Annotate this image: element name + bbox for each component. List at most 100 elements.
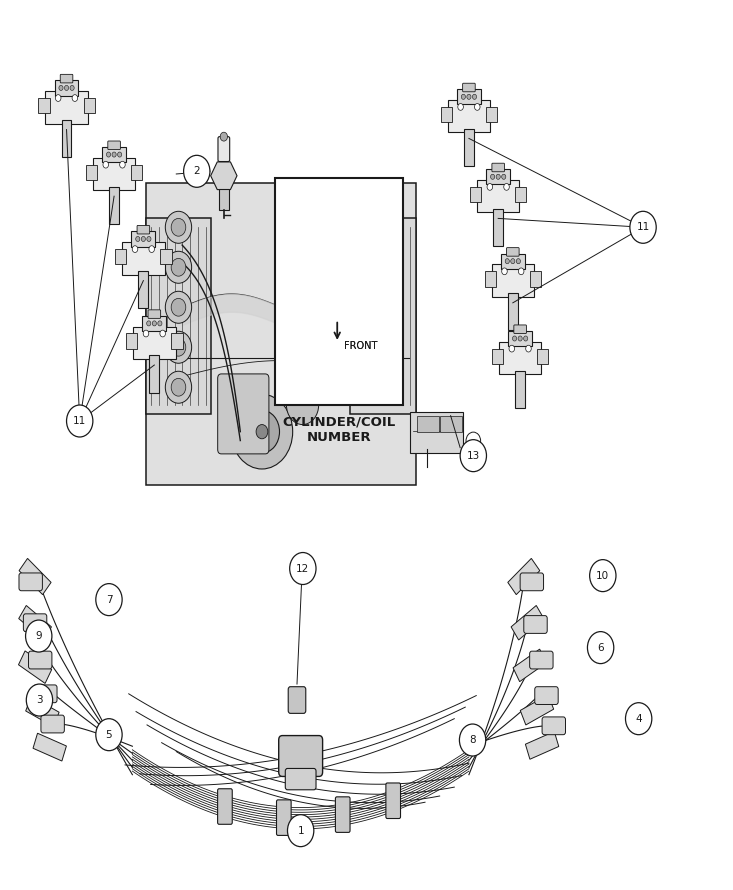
- Circle shape: [370, 331, 397, 363]
- Circle shape: [96, 584, 122, 616]
- FancyBboxPatch shape: [477, 180, 520, 213]
- FancyBboxPatch shape: [150, 355, 159, 392]
- Text: 1: 1: [298, 826, 304, 836]
- Circle shape: [26, 620, 52, 652]
- Circle shape: [370, 211, 397, 243]
- FancyBboxPatch shape: [492, 264, 534, 296]
- FancyBboxPatch shape: [218, 137, 229, 161]
- Circle shape: [166, 211, 191, 243]
- Circle shape: [256, 425, 268, 439]
- Circle shape: [244, 410, 279, 453]
- Circle shape: [103, 161, 108, 168]
- Text: 4: 4: [636, 714, 642, 724]
- Circle shape: [376, 258, 391, 276]
- FancyBboxPatch shape: [524, 616, 548, 634]
- Text: 4: 4: [292, 281, 299, 291]
- Circle shape: [505, 259, 509, 263]
- FancyBboxPatch shape: [279, 735, 323, 776]
- FancyBboxPatch shape: [492, 349, 503, 364]
- Circle shape: [370, 291, 397, 323]
- Circle shape: [112, 152, 116, 158]
- Circle shape: [279, 309, 312, 348]
- Circle shape: [183, 156, 210, 187]
- FancyBboxPatch shape: [86, 165, 97, 180]
- FancyBboxPatch shape: [172, 334, 183, 349]
- FancyBboxPatch shape: [485, 271, 496, 287]
- FancyBboxPatch shape: [275, 178, 403, 405]
- FancyBboxPatch shape: [126, 334, 137, 349]
- Circle shape: [504, 183, 509, 190]
- Circle shape: [526, 345, 531, 352]
- Circle shape: [362, 181, 394, 220]
- Circle shape: [67, 405, 93, 437]
- FancyBboxPatch shape: [146, 218, 211, 414]
- FancyBboxPatch shape: [84, 98, 95, 113]
- FancyBboxPatch shape: [508, 293, 517, 330]
- Circle shape: [117, 152, 122, 158]
- Text: 6: 6: [292, 239, 299, 248]
- FancyBboxPatch shape: [535, 687, 559, 705]
- Text: 5: 5: [106, 730, 112, 740]
- Text: 8: 8: [469, 735, 476, 745]
- Circle shape: [172, 378, 185, 396]
- FancyBboxPatch shape: [109, 187, 119, 223]
- Circle shape: [56, 94, 61, 101]
- FancyBboxPatch shape: [511, 605, 544, 640]
- Circle shape: [26, 684, 53, 716]
- Text: 8: 8: [292, 196, 299, 206]
- Circle shape: [136, 237, 140, 241]
- FancyBboxPatch shape: [276, 800, 291, 836]
- FancyBboxPatch shape: [137, 225, 150, 234]
- FancyBboxPatch shape: [26, 697, 59, 727]
- FancyBboxPatch shape: [19, 558, 51, 595]
- Circle shape: [147, 321, 151, 326]
- FancyBboxPatch shape: [139, 271, 148, 308]
- Text: 7: 7: [375, 196, 382, 206]
- FancyBboxPatch shape: [122, 242, 165, 274]
- FancyBboxPatch shape: [520, 695, 553, 725]
- Circle shape: [132, 246, 138, 253]
- Circle shape: [511, 259, 515, 263]
- FancyBboxPatch shape: [508, 558, 539, 595]
- Circle shape: [290, 553, 316, 585]
- Circle shape: [287, 814, 314, 846]
- FancyBboxPatch shape: [19, 605, 51, 640]
- FancyBboxPatch shape: [515, 370, 525, 408]
- Circle shape: [106, 152, 111, 158]
- FancyBboxPatch shape: [542, 717, 565, 734]
- FancyBboxPatch shape: [508, 331, 532, 346]
- Circle shape: [474, 103, 480, 110]
- Text: 7: 7: [106, 595, 112, 604]
- FancyBboxPatch shape: [448, 100, 490, 133]
- Circle shape: [287, 385, 319, 425]
- FancyBboxPatch shape: [55, 80, 78, 95]
- FancyBboxPatch shape: [486, 169, 510, 184]
- FancyBboxPatch shape: [142, 316, 166, 331]
- Circle shape: [518, 268, 524, 275]
- Circle shape: [458, 103, 463, 110]
- FancyBboxPatch shape: [38, 98, 50, 113]
- FancyBboxPatch shape: [45, 91, 88, 124]
- FancyBboxPatch shape: [440, 417, 462, 432]
- Circle shape: [460, 724, 486, 756]
- Circle shape: [172, 298, 185, 316]
- Circle shape: [362, 309, 394, 348]
- Circle shape: [487, 183, 493, 190]
- FancyBboxPatch shape: [486, 107, 497, 122]
- Circle shape: [376, 298, 391, 316]
- FancyBboxPatch shape: [108, 141, 120, 150]
- Circle shape: [152, 321, 156, 326]
- Circle shape: [160, 330, 166, 337]
- FancyBboxPatch shape: [492, 163, 504, 172]
- FancyBboxPatch shape: [29, 651, 52, 669]
- Text: CYLINDER/COIL
NUMBER: CYLINDER/COIL NUMBER: [283, 416, 396, 444]
- FancyBboxPatch shape: [457, 89, 481, 104]
- FancyBboxPatch shape: [285, 768, 316, 789]
- FancyBboxPatch shape: [515, 187, 526, 202]
- Circle shape: [501, 174, 506, 179]
- Circle shape: [279, 181, 312, 220]
- Circle shape: [518, 336, 522, 341]
- FancyBboxPatch shape: [499, 342, 542, 374]
- Circle shape: [376, 378, 391, 396]
- FancyBboxPatch shape: [62, 120, 71, 158]
